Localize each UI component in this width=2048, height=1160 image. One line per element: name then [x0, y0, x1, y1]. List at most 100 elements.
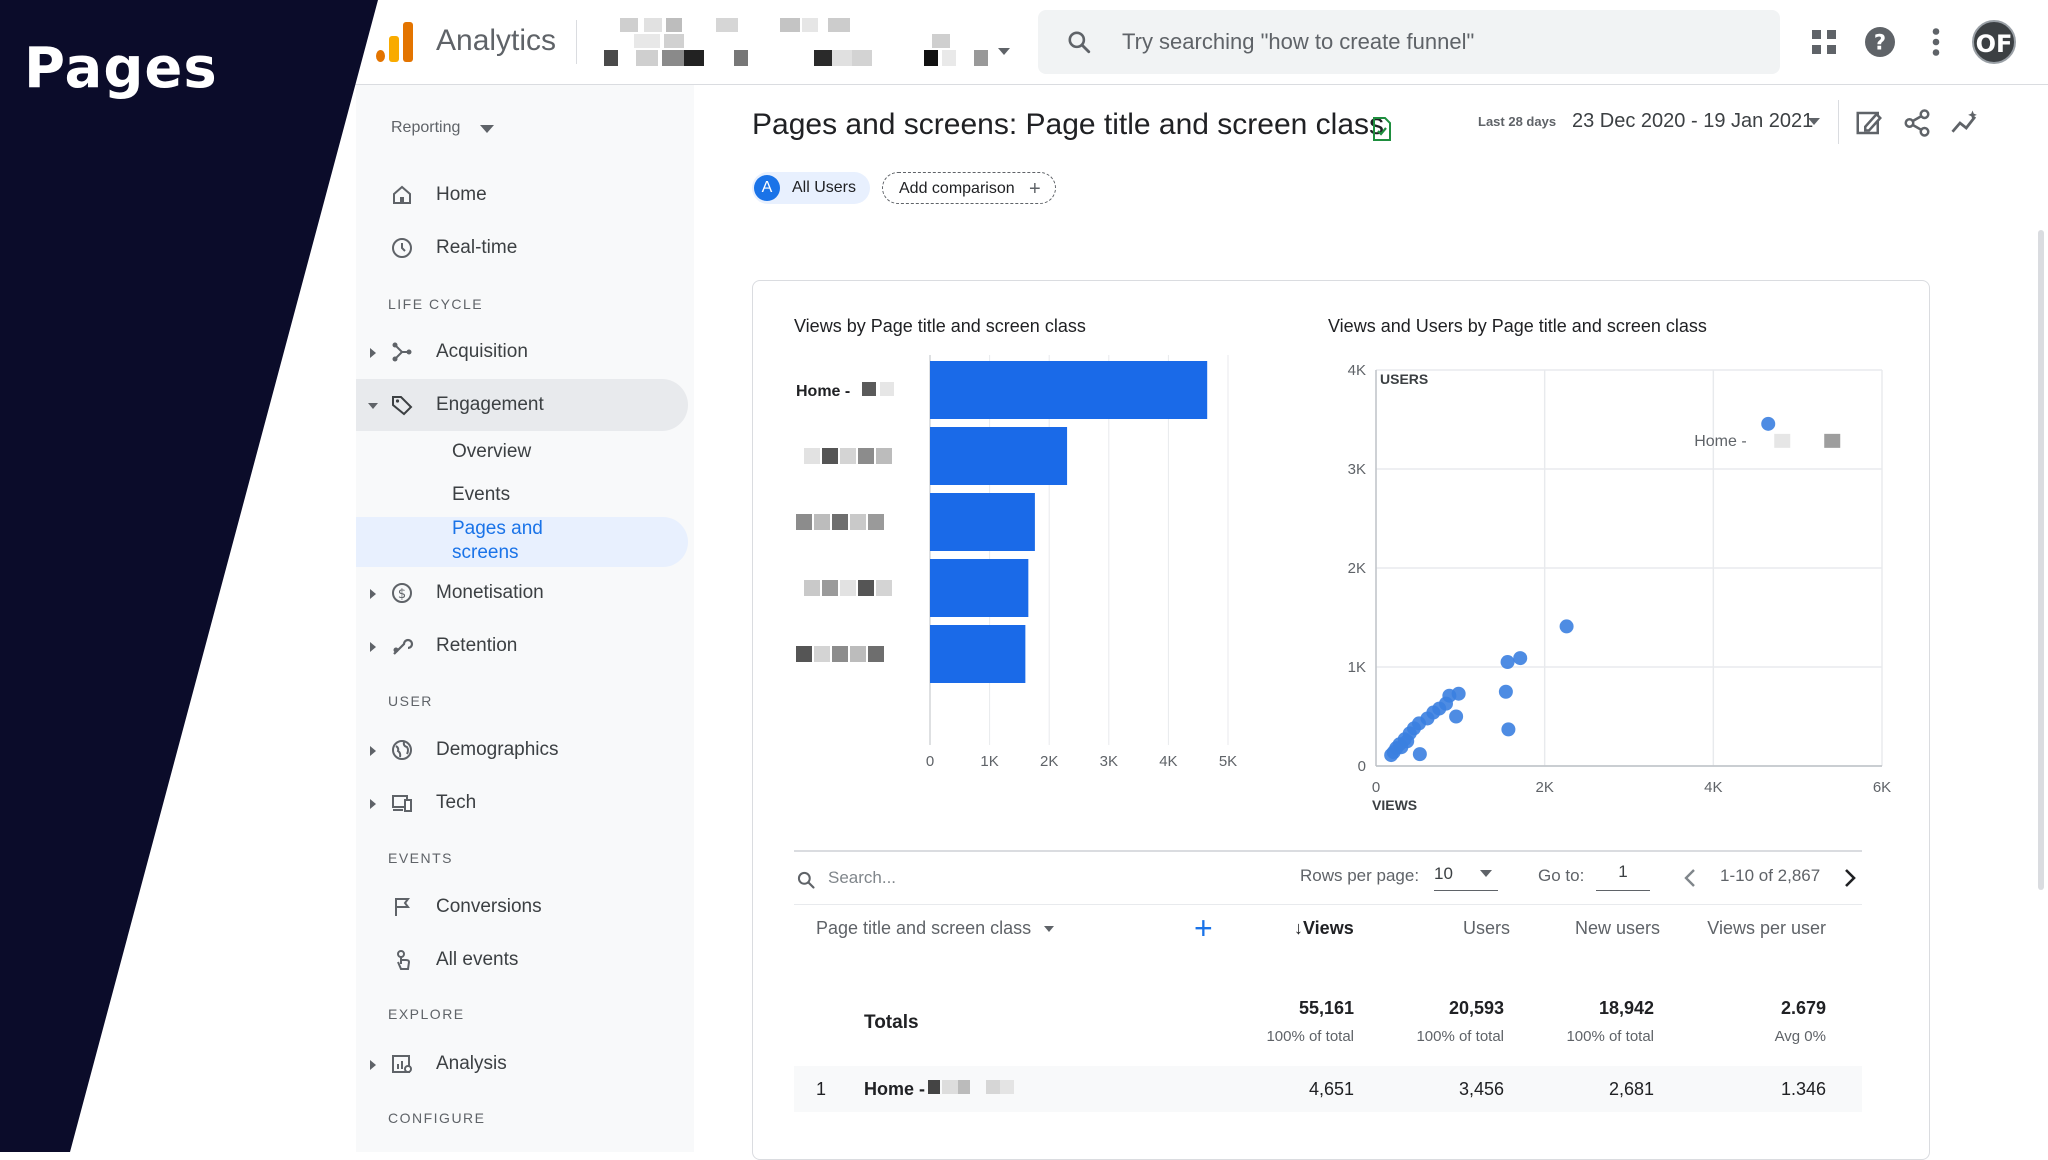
scatter-point [1384, 748, 1399, 763]
sidebar-item-demographics[interactable]: Demographics [356, 724, 686, 776]
sidebar-item-retention[interactable]: Retention [356, 620, 686, 672]
scatter-point [1400, 734, 1415, 749]
bar-label-redaction [796, 646, 812, 662]
scrollbar[interactable] [2038, 230, 2044, 890]
svg-text:$: $ [398, 587, 406, 602]
plus-icon: + [1029, 178, 1041, 200]
bar-chart-title: Views by Page title and screen class [794, 316, 1086, 336]
sidebar-item-label: Analysis [436, 1053, 507, 1074]
date-range-picker[interactable]: 23 Dec 2020 - 19 Jan 2021 [1572, 110, 1814, 132]
reporting-dropdown[interactable]: Reporting [391, 119, 461, 136]
bar-label-redaction [850, 514, 866, 530]
add-comparison-button[interactable]: Add comparison + [882, 172, 1056, 204]
scatter-point [1513, 651, 1528, 666]
bar-x-tick-label: 5K [1219, 753, 1237, 770]
bar-label-redaction [850, 646, 866, 662]
sidebar-subitem-overview[interactable]: Overview [452, 441, 532, 462]
chevron-down-icon[interactable] [480, 125, 494, 133]
section-label-lifecycle: LIFE CYCLE [388, 296, 484, 312]
goto-input[interactable]: 1 [1596, 862, 1650, 891]
scatter-point [1449, 709, 1464, 724]
expand-icon[interactable] [370, 589, 376, 599]
bar-label-redaction [796, 514, 812, 530]
search-placeholder[interactable]: Try searching "how to create funnel" [1122, 29, 1475, 54]
account-selector[interactable] [604, 16, 1004, 68]
expand-icon[interactable] [370, 642, 376, 652]
flag-icon [395, 898, 410, 916]
expand-icon[interactable] [370, 1060, 376, 1070]
share-icon[interactable] [1902, 108, 1932, 138]
totals-views: 55,161 [1298, 998, 1354, 1018]
avatar[interactable]: OF [1972, 20, 2016, 64]
section-label-configure: CONFIGURE [388, 1110, 486, 1126]
collapse-icon[interactable] [368, 403, 378, 409]
column-header-views[interactable]: ↓Views [1294, 918, 1354, 939]
scatter-y-tick-label: 2K [1348, 560, 1366, 577]
row-page-title[interactable]: Home - [864, 1079, 926, 1099]
table-row[interactable]: 1 Home - 4,651 3,456 2,681 1.346 [794, 1066, 1862, 1112]
sidebar-item-realtime[interactable]: Real-time [356, 222, 686, 274]
sidebar-item-all-events[interactable]: All events [356, 934, 686, 986]
redacted-text [928, 1078, 1028, 1096]
scatter-chart: 0 2K 4K 6K 0 1K 2K 3K 4K USERS VIEWS Home - [1348, 362, 1892, 813]
chevron-right-icon[interactable] [1840, 866, 1860, 890]
analytics-logo-icon[interactable] [376, 22, 413, 62]
account-caret-icon[interactable] [998, 48, 1010, 55]
row-views: 4,651 [1308, 1079, 1354, 1099]
expand-icon[interactable] [370, 799, 376, 809]
section-label-events: EVENTS [388, 850, 454, 866]
chevron-down-icon[interactable] [1480, 870, 1492, 877]
expand-icon[interactable] [370, 348, 376, 358]
topbar-divider [576, 20, 577, 64]
app-name: Analytics [436, 24, 557, 57]
table-search-input[interactable]: Search... [828, 868, 897, 887]
help-icon[interactable]: ? [1862, 24, 1898, 60]
column-header-dimension[interactable]: Page title and screen class [816, 918, 1032, 938]
sidebar-subitem-events[interactable]: Events [452, 484, 511, 505]
more-vert-icon[interactable] [1918, 24, 1954, 60]
chevron-down-icon[interactable] [1808, 118, 1820, 125]
sidebar-item-label: Home [436, 184, 487, 205]
column-header-views-per-user[interactable]: Views per user [1707, 918, 1826, 938]
column-header-new-users[interactable]: New users [1574, 918, 1660, 938]
bar-label-redaction [876, 580, 892, 596]
chevron-left-icon[interactable] [1680, 866, 1700, 890]
comparison-chip-all-users[interactable]: A All Users [752, 172, 870, 204]
row-new-users: 2,681 [1608, 1079, 1654, 1099]
sidebar-item-label: Retention [436, 635, 518, 656]
totals-views-per-user-sub: Avg 0% [1774, 1028, 1826, 1045]
apps-grid-icon[interactable] [1806, 24, 1842, 60]
search-bar[interactable]: Try searching "how to create funnel" [1038, 10, 1780, 74]
scatter-annotation-redaction [1824, 433, 1841, 448]
sidebar-item-engagement[interactable]: Engagement [356, 379, 688, 431]
sidebar-item-monetisation[interactable]: $ Monetisation [356, 567, 686, 619]
add-dimension-button[interactable]: + [1194, 910, 1213, 946]
row-users: 3,456 [1458, 1079, 1504, 1099]
scatter-point [1559, 619, 1574, 634]
column-header-users[interactable]: Users [1462, 918, 1510, 938]
sidebar-item-analysis[interactable]: Analysis [356, 1038, 686, 1090]
scatter-y-tick-label: 0 [1358, 758, 1366, 775]
chevron-down-icon[interactable] [1044, 926, 1054, 932]
bar-label-redaction [822, 448, 838, 464]
pagination-text: 1-10 of 2,867 [1720, 866, 1821, 885]
scatter-point [1761, 416, 1776, 431]
totals-label: Totals [864, 1012, 919, 1033]
sidebar-item-home[interactable]: Home [356, 169, 686, 221]
comparison-badge: A [754, 175, 780, 201]
sidebar-item-tech[interactable]: Tech [356, 777, 686, 829]
sidebar-subitem-pages-and-screens[interactable]: Pages and screens [452, 518, 543, 563]
table-totals-row: Totals 55,161 100% of total 20,593 100% … [794, 958, 1862, 1066]
sidebar-item-conversions[interactable]: Conversions [356, 881, 686, 933]
bar-x-tick-label: 3K [1100, 753, 1118, 770]
saved-report-icon[interactable] [1370, 116, 1394, 142]
acquisition-icon [392, 342, 412, 362]
header-divider [1838, 100, 1839, 144]
expand-icon[interactable] [370, 746, 376, 756]
scatter-annotation: Home - [1694, 433, 1746, 450]
customize-report-icon[interactable] [1854, 108, 1884, 138]
rows-per-page-select[interactable]: 10 [1434, 862, 1498, 891]
insights-icon[interactable] [1950, 108, 1980, 138]
sidebar-subitem-active-bg[interactable] [356, 517, 688, 567]
sidebar-item-acquisition[interactable]: Acquisition [356, 326, 686, 378]
